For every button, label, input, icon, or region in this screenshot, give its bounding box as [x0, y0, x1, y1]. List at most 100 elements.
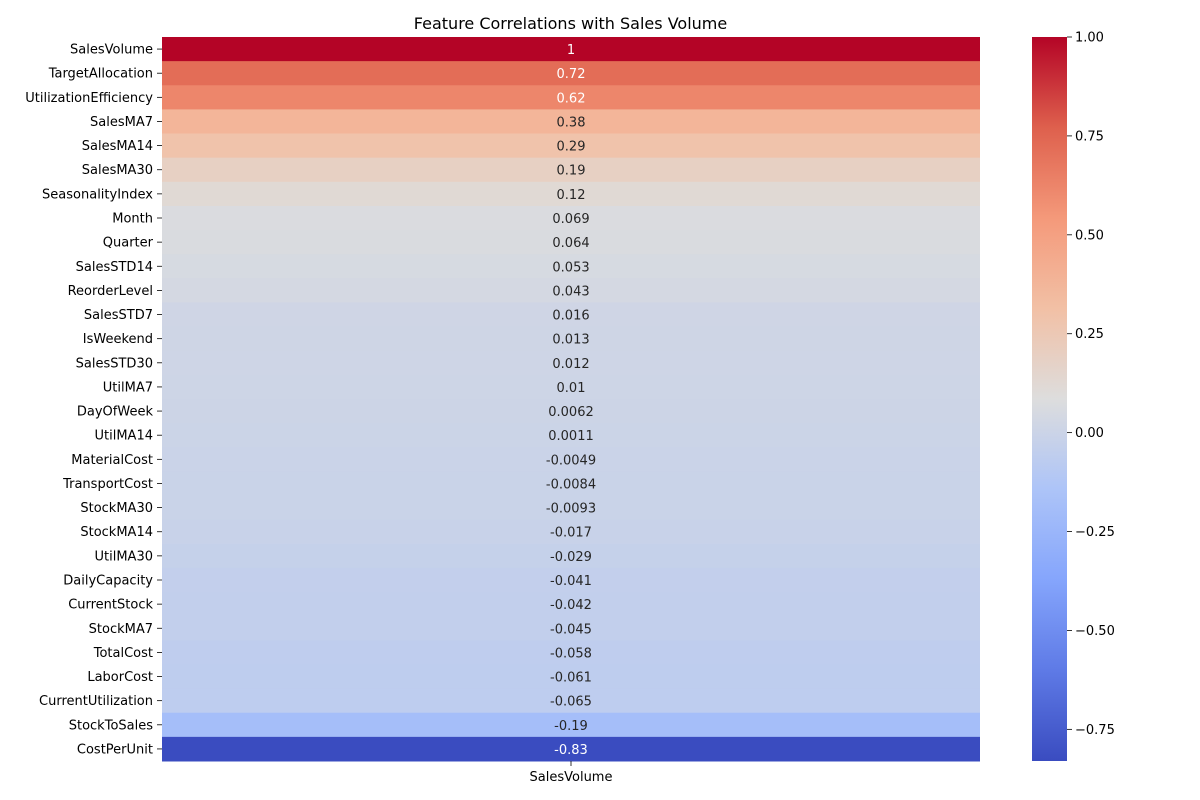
cell-value-label: -0.029: [550, 550, 592, 565]
colorbar-tick-label: −0.75: [1075, 723, 1115, 738]
heatmap-cell: [162, 712, 980, 738]
y-tick-label: SalesSTD7: [84, 308, 153, 323]
heatmap-cell: [162, 640, 980, 665]
y-tick-label: SalesSTD30: [76, 356, 153, 371]
cell-value-label: -0.061: [550, 671, 592, 686]
cell-value-label: 0.069: [552, 212, 589, 227]
cell-value-label: -0.0093: [546, 502, 596, 517]
colorbar: 1.00 0.75 0.50 0.25 0.00 −0.25 −0.50 −0.75: [1032, 31, 1115, 761]
heatmap-cell: [162, 350, 980, 376]
heatmap-cell: [162, 133, 980, 159]
colorbar-tick-label: 0.25: [1075, 327, 1104, 342]
cell-value-label: 0.016: [552, 309, 589, 324]
heatmap-cell: [162, 592, 980, 617]
heatmap-cell: [162, 688, 980, 714]
y-tick-label: IsWeekend: [83, 332, 153, 347]
colorbar-tick-label: −0.50: [1075, 624, 1115, 639]
cell-value-label: 0.053: [552, 260, 589, 275]
cell-value-label: 0.19: [557, 164, 586, 179]
y-tick-label: TransportCost: [62, 477, 153, 492]
colorbar-tick-label: 1.00: [1075, 31, 1104, 46]
heatmap-cell: [162, 471, 980, 497]
y-tick-label: CostPerUnit: [77, 742, 153, 757]
colorbar-tick-label: 0.50: [1075, 228, 1104, 243]
cell-value-label: 0.72: [557, 67, 586, 82]
cell-value-label: -0.19: [554, 719, 588, 734]
cell-value-label: -0.041: [550, 574, 592, 589]
y-tick-label: Month: [112, 212, 153, 227]
colorbar-tick-label: 0.00: [1075, 426, 1104, 441]
x-tick-labels: SalesVolume: [530, 761, 613, 785]
y-tick-label: SalesVolume: [70, 43, 153, 58]
y-tick-label: CurrentStock: [68, 598, 153, 613]
cell-value-label: 0.62: [557, 91, 586, 106]
y-tick-label: UtilMA7: [103, 380, 153, 395]
cell-value-label: -0.045: [550, 622, 592, 637]
y-tick-label: UtilizationEfficiency: [25, 91, 153, 106]
heatmap-cell: [162, 567, 980, 593]
heatmap-cell: [162, 230, 980, 255]
heatmap-cell: [162, 399, 980, 424]
cell-value-label: -0.065: [550, 695, 592, 710]
heatmap-cell: [162, 519, 980, 545]
heatmap-cell: [162, 326, 980, 352]
cell-value-label: -0.042: [550, 598, 592, 613]
cell-value-label: 0.0011: [548, 429, 594, 444]
x-tick-label: SalesVolume: [530, 770, 613, 785]
heatmap-cell: [162, 495, 980, 521]
cell-value-label: 0.01: [557, 381, 586, 396]
cell-value-label: -0.0049: [546, 453, 596, 468]
y-tick-label: StockMA14: [80, 525, 153, 540]
heatmap-cell: [162, 736, 980, 762]
y-tick-label: SalesMA14: [82, 139, 153, 154]
y-tick-label: Quarter: [103, 236, 154, 251]
y-tick-label: SeasonalityIndex: [42, 187, 153, 202]
cell-value-label: 1: [567, 43, 575, 58]
colorbar-gradient: [1032, 37, 1067, 761]
cell-value-label: 0.12: [557, 188, 586, 203]
chart-title: Feature Correlations with Sales Volume: [414, 14, 727, 33]
heatmap-cell: [162, 374, 980, 400]
heatmap-cell: [162, 664, 980, 690]
heatmap-cell: [162, 616, 980, 641]
y-tick-label: LaborCost: [87, 670, 153, 685]
heatmap-cell: [162, 109, 980, 135]
cell-value-label: -0.0084: [546, 477, 596, 492]
cell-value-label: -0.83: [554, 743, 588, 758]
heatmap-cell: [162, 181, 980, 207]
y-tick-label: TotalCost: [93, 646, 153, 661]
y-tick-label: SalesMA30: [82, 163, 153, 178]
heatmap-cell: [162, 37, 980, 62]
heatmap-cells: 1 0.72 0.62 0.38 0.29 0.19 0.12 0.069 0.064 0.053…: [162, 37, 980, 762]
y-tick-label: MaterialCost: [71, 453, 153, 468]
y-tick-label: CurrentUtilization: [39, 694, 153, 709]
y-tick-label: DailyCapacity: [63, 574, 153, 589]
cell-value-label: 0.043: [552, 284, 589, 299]
cell-value-label: 0.38: [557, 115, 586, 130]
y-tick-label: StockMA30: [80, 501, 153, 516]
cell-value-label: 0.013: [552, 333, 589, 348]
y-tick-label: StockToSales: [69, 718, 153, 733]
y-tick-label: ReorderLevel: [68, 284, 153, 299]
heatmap-cell: [162, 205, 980, 231]
y-tick-label: SalesSTD14: [76, 260, 153, 275]
heatmap-cell: [162, 543, 980, 569]
heatmap-cell: [162, 423, 980, 448]
heatmap-cell: [162, 447, 980, 472]
cell-value-label: 0.29: [557, 140, 586, 155]
y-tick-labels: SalesVolume TargetAllocation UtilizationEf…: [25, 43, 162, 757]
y-tick-label: UtilMA30: [95, 549, 154, 564]
heatmap-cell: [162, 85, 980, 110]
y-tick-label: SalesMA7: [90, 115, 153, 130]
cell-value-label: 0.0062: [548, 405, 594, 420]
y-tick-label: DayOfWeek: [77, 405, 154, 420]
heatmap-cell: [162, 61, 980, 86]
heatmap-cell: [162, 157, 980, 183]
cell-value-label: -0.017: [550, 526, 592, 541]
colorbar-tick-label: 0.75: [1075, 129, 1104, 144]
cell-value-label: 0.012: [552, 357, 589, 372]
heatmap-cell: [162, 278, 980, 303]
cell-value-label: 0.064: [552, 236, 589, 251]
heatmap-cell: [162, 302, 980, 328]
